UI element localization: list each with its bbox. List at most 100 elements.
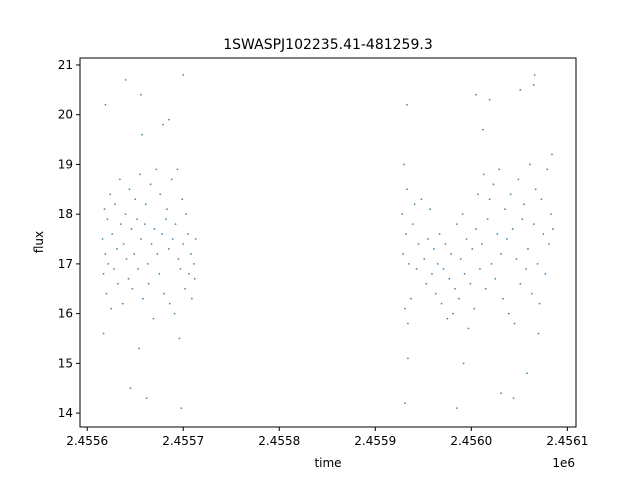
- data-point: [107, 262, 110, 265]
- data-point: [141, 133, 143, 136]
- data-point: [101, 238, 104, 240]
- data-point: [150, 243, 153, 245]
- data-point: [145, 397, 148, 400]
- data-point: [121, 302, 124, 305]
- data-point: [486, 218, 489, 221]
- y-axis-label: flux: [32, 231, 46, 253]
- data-point: [442, 267, 445, 270]
- data-point: [105, 292, 108, 295]
- data-point: [429, 208, 431, 211]
- data-point: [173, 312, 176, 315]
- data-point: [177, 258, 180, 260]
- data-point: [144, 203, 147, 206]
- data-point: [457, 297, 460, 300]
- x-tick-label: 2.4557: [162, 434, 204, 448]
- data-point: [407, 322, 409, 325]
- data-point: [500, 392, 502, 395]
- data-point: [523, 203, 526, 206]
- x-tick-label: 2.4558: [258, 434, 300, 448]
- data-point: [438, 233, 441, 235]
- x-tick-label: 2.4561: [546, 434, 588, 448]
- data-point: [529, 163, 531, 166]
- data-point: [481, 128, 484, 131]
- data-point: [190, 253, 192, 255]
- data-point: [450, 253, 453, 255]
- data-point: [423, 258, 426, 260]
- data-point: [174, 223, 177, 226]
- data-point: [129, 387, 132, 390]
- data-point: [158, 272, 161, 275]
- data-point: [488, 198, 491, 201]
- data-point: [502, 297, 504, 300]
- points-layer: [101, 74, 554, 409]
- data-point: [427, 238, 430, 240]
- x-axis-label: time: [314, 456, 341, 470]
- data-point: [162, 123, 164, 126]
- data-point: [471, 248, 474, 250]
- data-point: [462, 362, 465, 365]
- data-point: [406, 188, 408, 191]
- data-point: [409, 297, 412, 300]
- data-point: [551, 153, 553, 156]
- data-point: [193, 277, 196, 280]
- data-point: [401, 213, 404, 216]
- data-point: [546, 168, 549, 171]
- data-point: [504, 208, 506, 211]
- data-point: [102, 272, 105, 275]
- data-point: [182, 74, 185, 76]
- data-point: [488, 98, 491, 101]
- data-point: [168, 302, 171, 305]
- data-point: [103, 208, 106, 211]
- data-point: [413, 203, 416, 206]
- y-tick-label: 16: [58, 307, 73, 321]
- data-point: [166, 208, 168, 211]
- data-point: [475, 228, 478, 230]
- data-point: [496, 233, 499, 235]
- x-tick-label: 2.4559: [354, 434, 396, 448]
- x-axis: 2.4556 2.4557 2.4558 2.4559 2.4560 2.4561: [66, 427, 588, 448]
- x-tick-label: 2.4556: [66, 434, 108, 448]
- data-point: [402, 253, 405, 255]
- data-point: [114, 203, 116, 206]
- data-point: [178, 337, 181, 340]
- data-point: [415, 267, 418, 270]
- y-tick-label: 18: [58, 207, 73, 221]
- data-point: [134, 198, 137, 201]
- data-point: [480, 243, 483, 245]
- data-point: [184, 287, 187, 290]
- x-axis-offset-label: 1e6: [552, 456, 575, 470]
- data-point: [440, 302, 443, 305]
- data-point: [167, 248, 170, 250]
- y-tick-label: 15: [58, 356, 73, 370]
- data-point: [515, 258, 518, 260]
- data-point: [432, 248, 435, 250]
- data-point: [517, 178, 520, 181]
- data-point: [498, 168, 501, 171]
- data-point: [192, 262, 195, 265]
- y-tick-label: 14: [58, 406, 73, 420]
- data-point: [436, 262, 439, 265]
- data-point: [505, 238, 508, 240]
- data-point: [188, 272, 190, 275]
- data-point: [448, 277, 451, 280]
- data-point: [526, 372, 528, 375]
- data-point: [152, 317, 155, 320]
- data-point: [181, 198, 184, 201]
- data-point: [404, 402, 406, 405]
- data-point: [519, 88, 522, 91]
- data-point: [102, 332, 105, 335]
- plot-frame: [79, 57, 577, 428]
- data-point: [176, 168, 179, 171]
- y-tick-label: 17: [58, 257, 73, 271]
- data-point: [452, 312, 454, 315]
- data-point: [473, 307, 476, 310]
- data-point: [548, 243, 551, 245]
- data-point: [133, 253, 136, 255]
- data-point: [149, 183, 152, 186]
- data-point: [185, 213, 188, 216]
- data-point: [454, 287, 456, 290]
- data-point: [140, 238, 142, 240]
- data-point: [519, 282, 522, 285]
